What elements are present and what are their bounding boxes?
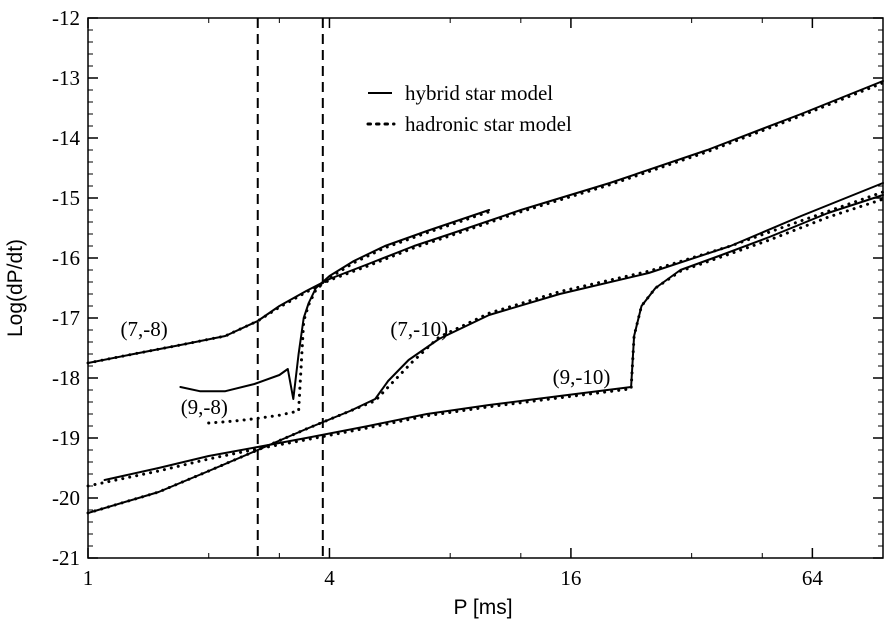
hybrid-curve-7-8 <box>87 80 884 364</box>
x-tick-label: 64 <box>802 566 824 590</box>
y-tick-label: -14 <box>52 126 80 150</box>
y-tick-label: -15 <box>52 186 80 210</box>
curve-label-9-10: (9,-10) <box>553 365 611 389</box>
hadronic-curve-9-10 <box>86 197 885 488</box>
y-tick-label: -21 <box>52 546 80 570</box>
x-tick-label: 1 <box>83 566 94 590</box>
y-tick-label: -19 <box>52 426 80 450</box>
hybrid-curve-7-10 <box>87 182 884 514</box>
hadronic-curve-9-8 <box>207 210 491 425</box>
y-tick-label: -12 <box>52 6 80 30</box>
x-tick-label: 4 <box>324 566 335 590</box>
legend-label-hadronic: hadronic star model <box>405 112 572 136</box>
plot-layer <box>86 18 885 558</box>
y-tick-label: -13 <box>52 66 80 90</box>
legend: hybrid star model hadronic star model <box>366 81 572 136</box>
y-tick-label: -17 <box>52 306 80 330</box>
ticks-layer: -21 -20 -19 -18 -17 -16 -15 -14 -13 -12 1 4 16 64 <box>52 6 883 590</box>
curve-label-9-8: (9,-8) <box>181 395 228 419</box>
legend-label-hybrid: hybrid star model <box>405 81 553 105</box>
curve-label-7-8: (7,-8) <box>120 317 167 341</box>
hybrid-curve-9-8 <box>179 209 491 400</box>
curve-label-7-10: (7,-10) <box>390 317 448 341</box>
plot-frame <box>87 17 884 559</box>
y-tick-label: -18 <box>52 366 80 390</box>
x-tick-label: 16 <box>560 566 581 590</box>
x-axis-title: P [ms] <box>453 596 512 619</box>
y-tick-label: -20 <box>52 486 80 510</box>
y-tick-label: -16 <box>52 246 80 270</box>
hybrid-curve-9-10 <box>103 194 884 481</box>
y-axis-title: Log(dP/dt) <box>4 239 27 337</box>
axes-layer: -21 -20 -19 -18 -17 -16 -15 -14 -13 -12 1 4 16 64 P [… <box>4 6 884 619</box>
annotations-layer: (7,-8) (9,-8) (7,-10) (9,-10) <box>120 317 610 419</box>
